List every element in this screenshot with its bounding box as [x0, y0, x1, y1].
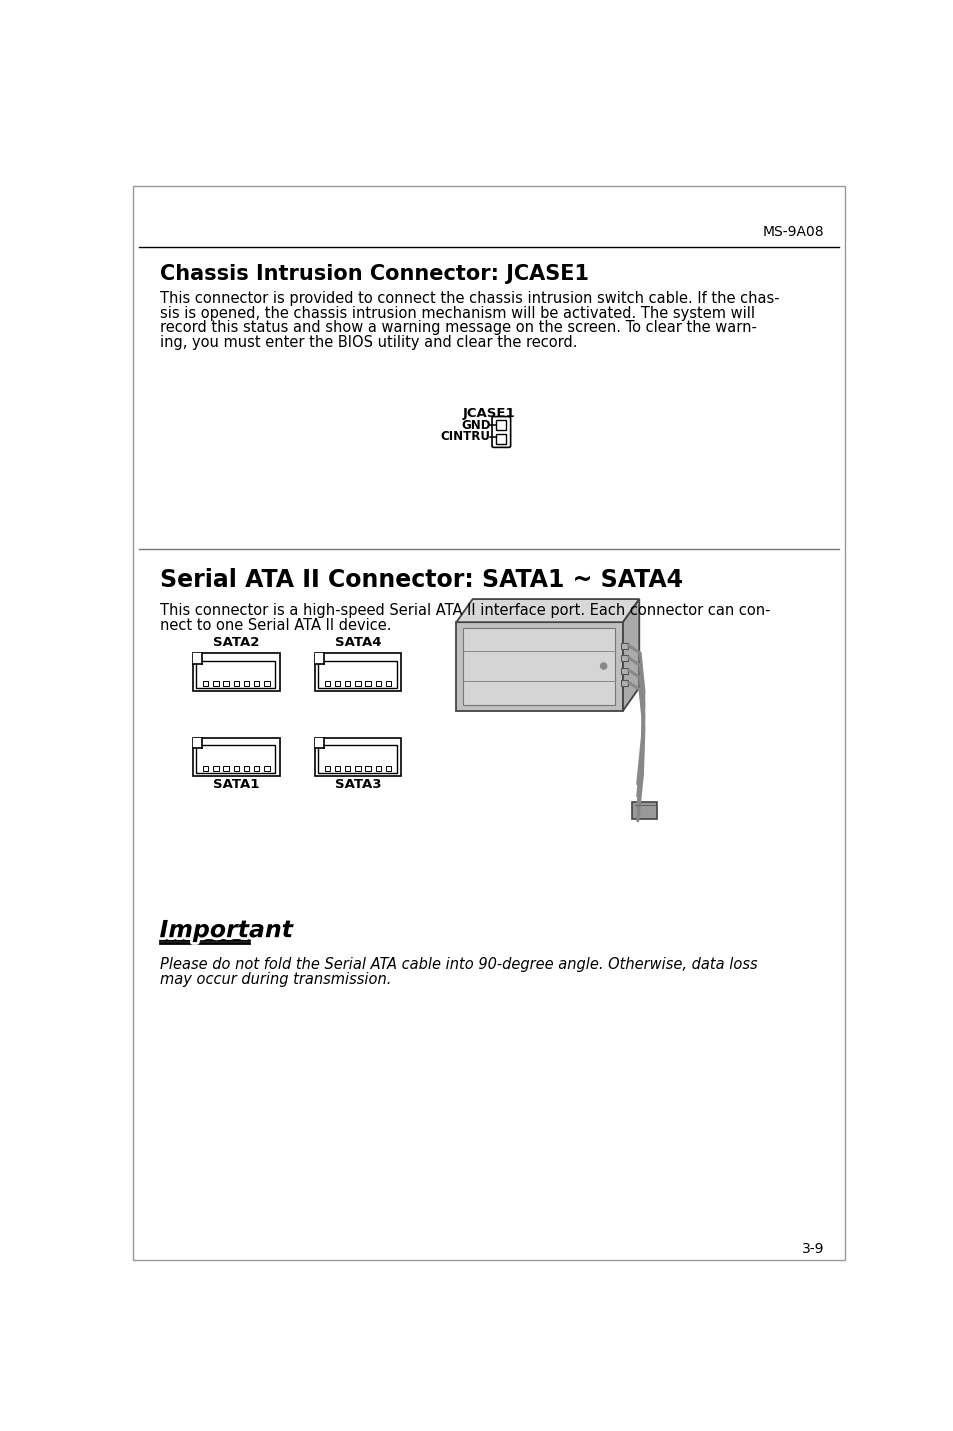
Bar	[620, 668, 628, 674]
Text: Please do not fold the Serial ATA cable into 90-degree angle. Otherwise, data lo: Please do not fold the Serial ATA cable …	[159, 957, 757, 972]
Bar	[496, 434, 505, 444]
Text: Chassis Intrusion Connector: JCASE1: Chassis Intrusion Connector: JCASE1	[159, 265, 588, 285]
Bar	[345, 766, 350, 771]
Text: may occur during transmission.: may occur during transmission.	[159, 972, 391, 987]
Polygon shape	[456, 600, 639, 622]
Bar	[264, 681, 269, 685]
Text: This connector is a high-speed Serial ATA II interface port. Each connector can : This connector is a high-speed Serial AT…	[159, 602, 769, 618]
Text: Serial ATA II Connector: SATA1 ~ SATA4: Serial ATA II Connector: SATA1 ~ SATA4	[159, 568, 681, 592]
Bar	[213, 681, 218, 685]
Bar	[385, 681, 391, 685]
Text: GND: GND	[460, 418, 490, 432]
Bar	[195, 746, 274, 773]
Bar	[195, 661, 274, 688]
Text: JCASE1: JCASE1	[462, 406, 515, 419]
Bar	[314, 737, 323, 748]
Bar	[462, 628, 615, 704]
Text: record this status and show a warning message on the screen. To clear the warn-: record this status and show a warning me…	[159, 321, 756, 335]
Bar	[193, 653, 202, 664]
Bar	[317, 661, 396, 688]
Text: SATA4: SATA4	[335, 637, 381, 650]
Bar	[335, 681, 340, 685]
Bar	[193, 737, 202, 748]
Text: This connector is provided to connect the chassis intrusion switch cable. If the: This connector is provided to connect th…	[159, 290, 779, 306]
Bar	[213, 766, 218, 771]
Text: sis is opened, the chassis intrusion mechanism will be activated. The system wil: sis is opened, the chassis intrusion mec…	[159, 306, 754, 321]
Bar	[335, 766, 340, 771]
Bar	[314, 653, 323, 664]
Text: MS-9A08: MS-9A08	[762, 225, 823, 239]
Bar	[264, 766, 269, 771]
Bar	[253, 766, 259, 771]
Bar	[203, 681, 209, 685]
Bar	[456, 622, 622, 711]
Bar	[385, 766, 391, 771]
Bar	[243, 681, 249, 685]
Text: SATA3: SATA3	[335, 778, 381, 791]
Bar	[496, 421, 505, 431]
Bar	[314, 737, 401, 776]
Bar	[203, 766, 209, 771]
Text: 3-9: 3-9	[801, 1242, 823, 1256]
Bar	[375, 766, 380, 771]
Bar	[620, 680, 628, 685]
Bar	[620, 655, 628, 661]
Bar	[193, 737, 279, 776]
Bar	[620, 643, 628, 650]
Bar	[233, 766, 239, 771]
Text: ing, you must enter the BIOS utility and clear the record.: ing, you must enter the BIOS utility and…	[159, 335, 577, 351]
Bar	[355, 766, 360, 771]
Bar	[223, 766, 229, 771]
Bar	[632, 801, 657, 819]
Bar	[243, 766, 249, 771]
Circle shape	[599, 663, 606, 670]
Text: nect to one Serial ATA II device.: nect to one Serial ATA II device.	[159, 618, 391, 633]
Text: SATA1: SATA1	[213, 778, 259, 791]
Text: CINTRU: CINTRU	[440, 431, 490, 444]
Bar	[324, 681, 330, 685]
Bar	[253, 681, 259, 685]
Bar	[314, 653, 401, 691]
Text: Important: Important	[159, 919, 293, 942]
FancyBboxPatch shape	[492, 416, 510, 448]
Bar	[375, 681, 380, 685]
Bar	[193, 653, 279, 691]
Bar	[365, 681, 371, 685]
Bar	[365, 766, 371, 771]
Bar	[345, 681, 350, 685]
Bar	[317, 746, 396, 773]
Bar	[233, 681, 239, 685]
Bar	[355, 681, 360, 685]
Polygon shape	[622, 600, 639, 711]
Text: SATA2: SATA2	[213, 637, 259, 650]
Bar	[223, 681, 229, 685]
Bar	[324, 766, 330, 771]
